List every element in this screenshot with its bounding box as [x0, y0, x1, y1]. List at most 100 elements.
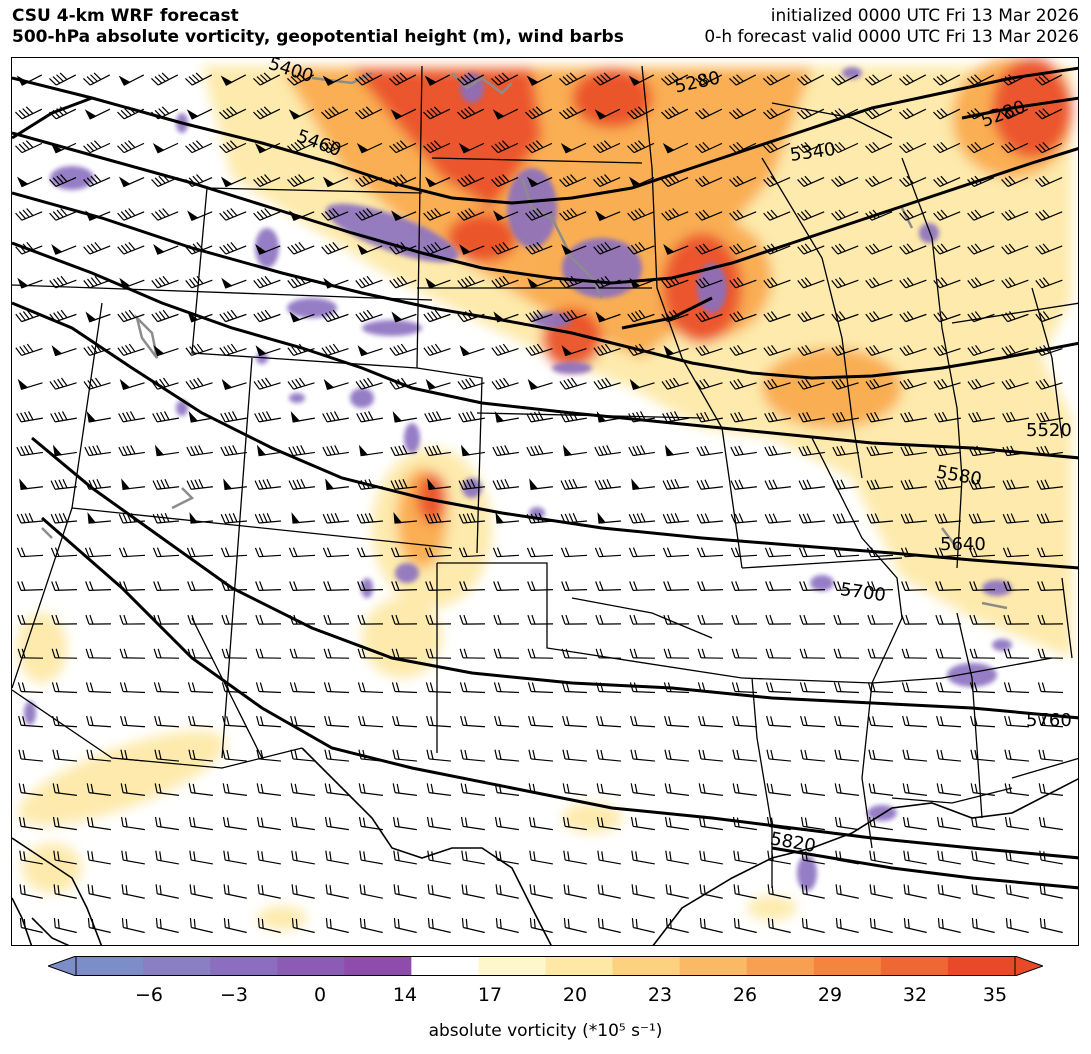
wind-barb	[629, 648, 656, 659]
wind-barb	[528, 749, 554, 762]
wind-barb	[50, 142, 77, 154]
wind-barb	[220, 74, 247, 86]
wind-barb	[901, 581, 928, 591]
wind-barb	[696, 547, 724, 558]
wind-barb	[494, 749, 520, 762]
wind-barb	[287, 377, 315, 390]
wind-barb	[933, 344, 961, 356]
wind-barb	[866, 513, 894, 524]
wind-barb	[358, 749, 384, 762]
wind-barb	[426, 783, 451, 796]
wind-barb	[562, 444, 587, 457]
wind-barb	[529, 478, 553, 490]
wind-barb	[593, 174, 621, 187]
wind-barb	[732, 783, 757, 796]
wind-barb	[627, 241, 655, 255]
colorbar-cell	[277, 956, 345, 976]
wind-barb	[393, 512, 418, 524]
wind-barb	[324, 816, 349, 831]
contour-label-5520: 5520	[1026, 420, 1072, 441]
wind-barb	[797, 74, 825, 86]
wind-barb	[627, 106, 655, 120]
wind-barb	[629, 277, 655, 289]
wind-barb	[18, 749, 44, 762]
wind-barb	[460, 783, 485, 796]
wind-barb	[359, 917, 383, 934]
cbar-tick: 20	[562, 984, 588, 1006]
wind-barb	[1035, 141, 1063, 154]
wind-barb	[424, 512, 452, 524]
wind-barb	[393, 884, 417, 899]
wind-barb	[594, 108, 621, 120]
wind-barb	[49, 106, 77, 120]
wind-barb	[459, 244, 485, 255]
wind-barb	[763, 378, 791, 390]
wind-barb	[831, 243, 859, 255]
wind-barb	[865, 311, 893, 323]
wind-barb	[189, 850, 213, 865]
wind-barb	[766, 749, 792, 762]
wind-barb	[219, 208, 247, 221]
wind-barb	[563, 884, 587, 899]
wind-barb	[526, 547, 554, 558]
wind-barb	[627, 309, 655, 323]
wind-barb	[934, 513, 962, 524]
wind-barb	[593, 140, 621, 154]
wind-barb	[425, 614, 452, 625]
init-time: initialized 0000 UTC Fri 13 Mar 2026	[770, 6, 1079, 26]
wind-barb	[290, 411, 315, 423]
wind-barb	[390, 108, 417, 120]
wind-barb	[459, 614, 486, 625]
wind-barb	[630, 715, 656, 728]
wind-barb	[695, 311, 723, 323]
wind-barb	[357, 581, 384, 591]
wind-barb	[867, 581, 894, 591]
wind-barb	[970, 715, 996, 728]
wind-barb	[835, 884, 859, 899]
wind-barb	[902, 816, 927, 831]
wind-barb	[628, 176, 655, 188]
wind-barb	[664, 444, 689, 457]
wind-barb	[391, 648, 418, 659]
wind-barb	[219, 241, 247, 255]
wind-barb	[86, 411, 111, 423]
wind-barb	[18, 816, 43, 831]
wind-barb	[493, 614, 520, 625]
wind-barb	[765, 581, 792, 591]
wind-barb	[833, 581, 860, 591]
wind-barb	[423, 309, 451, 323]
wind-barb	[355, 72, 383, 86]
wind-barb	[152, 547, 180, 558]
wind-barb	[357, 648, 384, 659]
wind-barb	[289, 311, 315, 323]
wind-barb	[355, 208, 383, 221]
wind-barb	[733, 850, 757, 865]
wind-barb	[764, 445, 791, 457]
wind-barb	[561, 244, 587, 255]
wind-barb	[83, 377, 111, 390]
wind-barb	[221, 581, 248, 591]
wind-barb	[1001, 141, 1029, 154]
wind-barb	[255, 682, 282, 694]
wind-barb	[970, 749, 996, 762]
wind-barb	[665, 884, 689, 899]
wind-barb	[15, 208, 43, 221]
wind-barb	[253, 309, 281, 323]
wind-barb	[253, 275, 281, 289]
wind-barb	[424, 176, 451, 188]
contour-label-5700: 5700	[839, 579, 887, 606]
wind-barb	[934, 479, 961, 490]
wind-barb	[899, 277, 927, 289]
wind-barb	[186, 479, 213, 490]
wind-barb	[322, 74, 349, 86]
wind-barb	[392, 715, 418, 728]
wind-barb	[594, 547, 622, 558]
wind-barb	[255, 581, 282, 591]
wind-barb	[153, 614, 180, 625]
wind-barb	[560, 411, 587, 423]
wind-barb	[457, 275, 485, 289]
wind-barb	[595, 614, 622, 625]
wind-barb	[493, 648, 520, 659]
wind-barb	[559, 174, 587, 187]
wind-barb	[492, 445, 519, 457]
